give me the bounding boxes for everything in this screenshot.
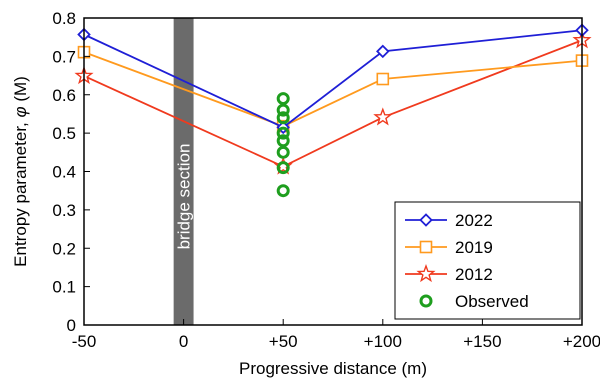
y-axis-label-text: Entropy parameter,: [11, 118, 30, 267]
legend-label-Observed: Observed: [455, 292, 529, 311]
observed-point: [276, 92, 290, 106]
legend-label-2019: 2019: [455, 238, 493, 257]
legend-label-2012: 2012: [455, 265, 493, 284]
legend-marker-2019: [419, 240, 433, 254]
x-tick-label: -50: [72, 332, 97, 351]
x-tick-label: +200: [563, 332, 600, 351]
legend-label-2022: 2022: [455, 211, 493, 230]
legend-marker-2022: [419, 213, 433, 227]
data-point-2019: [376, 72, 390, 86]
y-tick-label: 0.2: [52, 239, 76, 258]
bridge-section-band-layer: bridge section: [173, 18, 194, 325]
x-axis-label: Progressive distance (m): [239, 359, 427, 378]
x-tick-label: +100: [364, 332, 402, 351]
y-tick-label: 0.7: [52, 47, 76, 66]
y-tick-label: 0.1: [52, 278, 76, 297]
bridge-section-label: bridge section: [175, 144, 194, 250]
x-tick-label: 0: [179, 332, 188, 351]
observed-point: [276, 103, 290, 117]
x-tick-label: +150: [463, 332, 501, 351]
legend-marker-Observed: [419, 294, 433, 308]
series-line-2012: [83, 39, 583, 168]
observed-point: [276, 126, 290, 140]
legend-marker-2012: [416, 263, 436, 283]
y-axis-label-phi: φ: [11, 106, 30, 117]
series-line-2022: [83, 29, 583, 129]
data-point-2022: [376, 44, 390, 59]
y-axis-label: Entropy parameter, φ (M): [11, 76, 30, 267]
data-point-2012: [373, 107, 393, 126]
ticks-layer: -50 0 +50 +100 +150 +20000.10.20.30.40.50.60.…: [52, 9, 600, 351]
y-tick-label: 0: [67, 316, 76, 335]
y-tick-label: 0.5: [52, 124, 76, 143]
y-axis-label-m: (M): [11, 76, 30, 101]
y-tick-label: 0.6: [52, 86, 76, 105]
observed-point: [276, 145, 290, 159]
y-tick-label: 0.4: [52, 163, 76, 182]
data-point-2012: [273, 156, 293, 175]
series-layer: [74, 23, 592, 175]
legend: 2022 2019 2012 Observed: [394, 201, 581, 320]
y-tick-label: 0.3: [52, 201, 76, 220]
observed-layer: [276, 92, 290, 198]
x-tick-label: +50: [269, 332, 298, 351]
observed-point: [276, 184, 290, 198]
observed-point: [276, 134, 290, 148]
observed-point: [276, 111, 290, 125]
bridge-section-band: [173, 18, 194, 325]
observed-point: [276, 161, 290, 175]
series-line-2019: [83, 51, 583, 128]
y-tick-label: 0.8: [52, 9, 76, 28]
series-2012: [74, 30, 592, 175]
